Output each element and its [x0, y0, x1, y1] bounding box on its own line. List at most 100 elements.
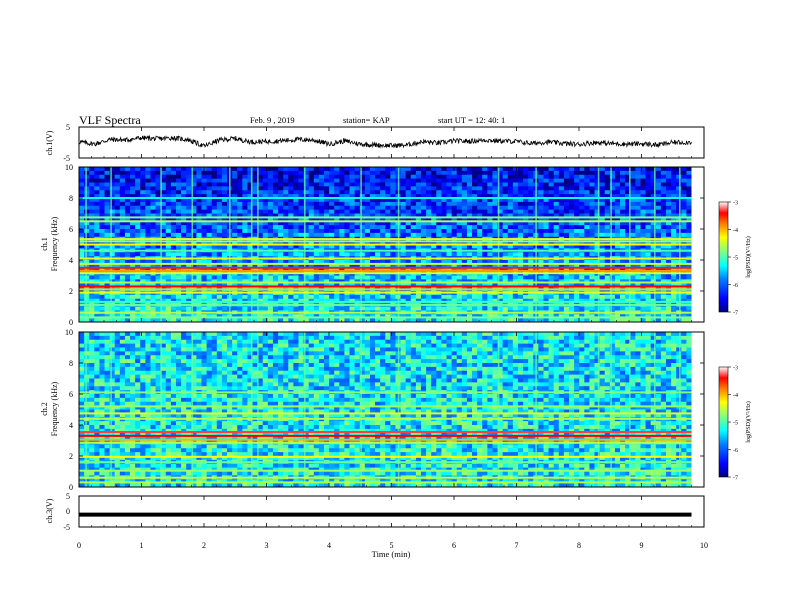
ch1-ytick-label: 2 — [69, 287, 73, 296]
x-tick-label: 0 — [77, 541, 81, 550]
ch1-ytick-bottom: -5 — [63, 154, 70, 163]
spectral-line — [79, 431, 692, 433]
spectral-line — [79, 243, 692, 246]
spectral-line — [79, 481, 692, 484]
ch2-colorbar-tick-label: -6 — [733, 448, 738, 454]
spectral-line — [79, 269, 692, 272]
spectral-line — [79, 257, 692, 260]
spectral-line — [79, 300, 692, 303]
ch3-ytick-top: 5 — [66, 492, 70, 501]
x-tick-label: 2 — [202, 541, 206, 550]
spectrogram-impulse-streak — [110, 332, 112, 487]
ch2-channel-label: ch.2 — [40, 402, 49, 416]
ch2-colorbar-label: log(PSD)(V²/Hz) — [745, 401, 752, 442]
ch2-ytick-label: 2 — [69, 452, 73, 461]
ch1-ytick-label: 4 — [69, 256, 73, 265]
spectrogram-impulse-streak — [597, 332, 600, 487]
spectral-line — [79, 469, 692, 472]
spectrogram-impulse-streak — [679, 332, 681, 487]
spectrogram-impulse-streak — [257, 332, 259, 487]
spectrogram-impulse-streak — [360, 332, 362, 487]
ch1-channel-label: ch.1 — [40, 237, 49, 251]
ch3-ytick-mid: 0 — [66, 507, 70, 516]
spectrogram-impulse-streak — [654, 332, 656, 487]
x-tick-label: 9 — [640, 541, 644, 550]
ch2-ytick-label: 6 — [69, 390, 73, 399]
ch2-spectrogram-panel: 10 8 6 4 2 0 ch.2 Frequency (kHz) — [40, 328, 705, 492]
x-tick-label: 5 — [390, 541, 394, 550]
ch1-waveform-trace — [78, 134, 692, 149]
x-tick-label: 4 — [327, 541, 331, 550]
ch1-colorbar: -3 -4 -5 -6 -7 log(PSD)(V²/Hz) — [718, 201, 752, 317]
spectral-line — [79, 417, 692, 420]
spectral-line — [79, 412, 692, 415]
ch2-colorbar-gradient — [718, 366, 729, 478]
x-tick-label: 7 — [515, 541, 519, 550]
ch2-ytick-label: 0 — [69, 483, 73, 492]
ch1-waveform-panel: 5 -5 ch.1(V) — [45, 123, 705, 163]
spectrogram-impulse-streak — [304, 332, 306, 487]
spectrogram-impulse-streak — [250, 332, 253, 487]
ch1-spectrogram-image — [79, 167, 704, 323]
station-label: station= KAP — [343, 115, 390, 125]
spectral-line — [79, 461, 692, 464]
spectral-line — [79, 316, 692, 319]
spectral-line — [79, 303, 692, 306]
ch2-frequency-label: Frequency (kHz) — [50, 381, 59, 436]
ch2-ytick-label: 10 — [65, 328, 73, 337]
spectrogram-impulse-streak — [191, 332, 194, 487]
ch1-waveform-ylabel: ch.1(V) — [45, 130, 54, 155]
ch1-ytick-label: 6 — [69, 225, 73, 234]
ch1-colorbar-tick-label: -6 — [733, 283, 738, 289]
spectral-line — [79, 238, 692, 241]
ch2-colorbar-tick-label: -7 — [733, 476, 738, 482]
x-tick-label: 1 — [140, 541, 144, 550]
spectral-line — [79, 197, 692, 199]
ch2-ytick-label: 8 — [69, 359, 73, 368]
spectral-line — [79, 220, 692, 223]
start-time-label: start UT = 12: 40: 1 — [438, 115, 506, 125]
ch1-colorbar-gradient — [718, 201, 729, 313]
ch1-ytick-label: 10 — [65, 163, 73, 172]
spectrogram-impulse-streak — [610, 332, 612, 487]
spectral-line — [79, 266, 692, 269]
x-tick-label: 6 — [452, 541, 456, 550]
spectral-line — [79, 438, 692, 441]
ch1-colorbar-tick-label: -5 — [733, 256, 738, 262]
ch3-ytick-bottom: -5 — [63, 523, 70, 532]
spectral-line — [79, 291, 692, 294]
spectral-line — [79, 288, 692, 291]
ch3-waveform-panel: 5 0 -5 ch.3(V) — [45, 492, 705, 532]
ch1-colorbar-tick-label: -7 — [733, 311, 738, 317]
spectral-line — [79, 441, 692, 444]
ch2-colorbar-tick-label: -3 — [733, 366, 738, 372]
x-tick-label: 3 — [265, 541, 269, 550]
x-axis-ticks: 0 1 2 3 4 5 6 7 8 9 10 — [77, 127, 708, 550]
ch1-colorbar-tick-label: -4 — [733, 228, 738, 234]
x-axis-label: Time (min) — [372, 549, 411, 559]
ch1-colorbar-tick-label: -3 — [733, 201, 738, 207]
ch2-colorbar-tick-label: -5 — [733, 421, 738, 427]
ch3-waveform-frame — [78, 495, 705, 528]
x-tick-label: 8 — [577, 541, 581, 550]
spectral-line — [79, 391, 692, 394]
spectral-line — [79, 281, 692, 284]
spectral-line — [79, 216, 692, 219]
ch2-spectrogram-image — [79, 332, 704, 488]
spectrogram-impulse-streak — [535, 332, 537, 487]
ch1-ytick-top: 5 — [66, 123, 70, 132]
spectral-line — [79, 311, 692, 314]
ch2-ytick-label: 4 — [69, 421, 73, 430]
spectrogram-impulse-streak — [497, 332, 500, 487]
chart-title: VLF Spectra — [79, 113, 141, 127]
spectral-line — [79, 240, 692, 243]
ch1-ytick-label: 0 — [69, 318, 73, 327]
spectral-line — [79, 405, 692, 408]
spectral-line — [79, 272, 692, 275]
spectrogram-impulse-streak — [629, 332, 631, 487]
spectral-line — [79, 434, 692, 437]
spectral-line — [79, 262, 692, 265]
ch1-frequency-label: Frequency (kHz) — [50, 216, 59, 271]
ch1-colorbar-label: log(PSD)(V²/Hz) — [745, 236, 752, 277]
